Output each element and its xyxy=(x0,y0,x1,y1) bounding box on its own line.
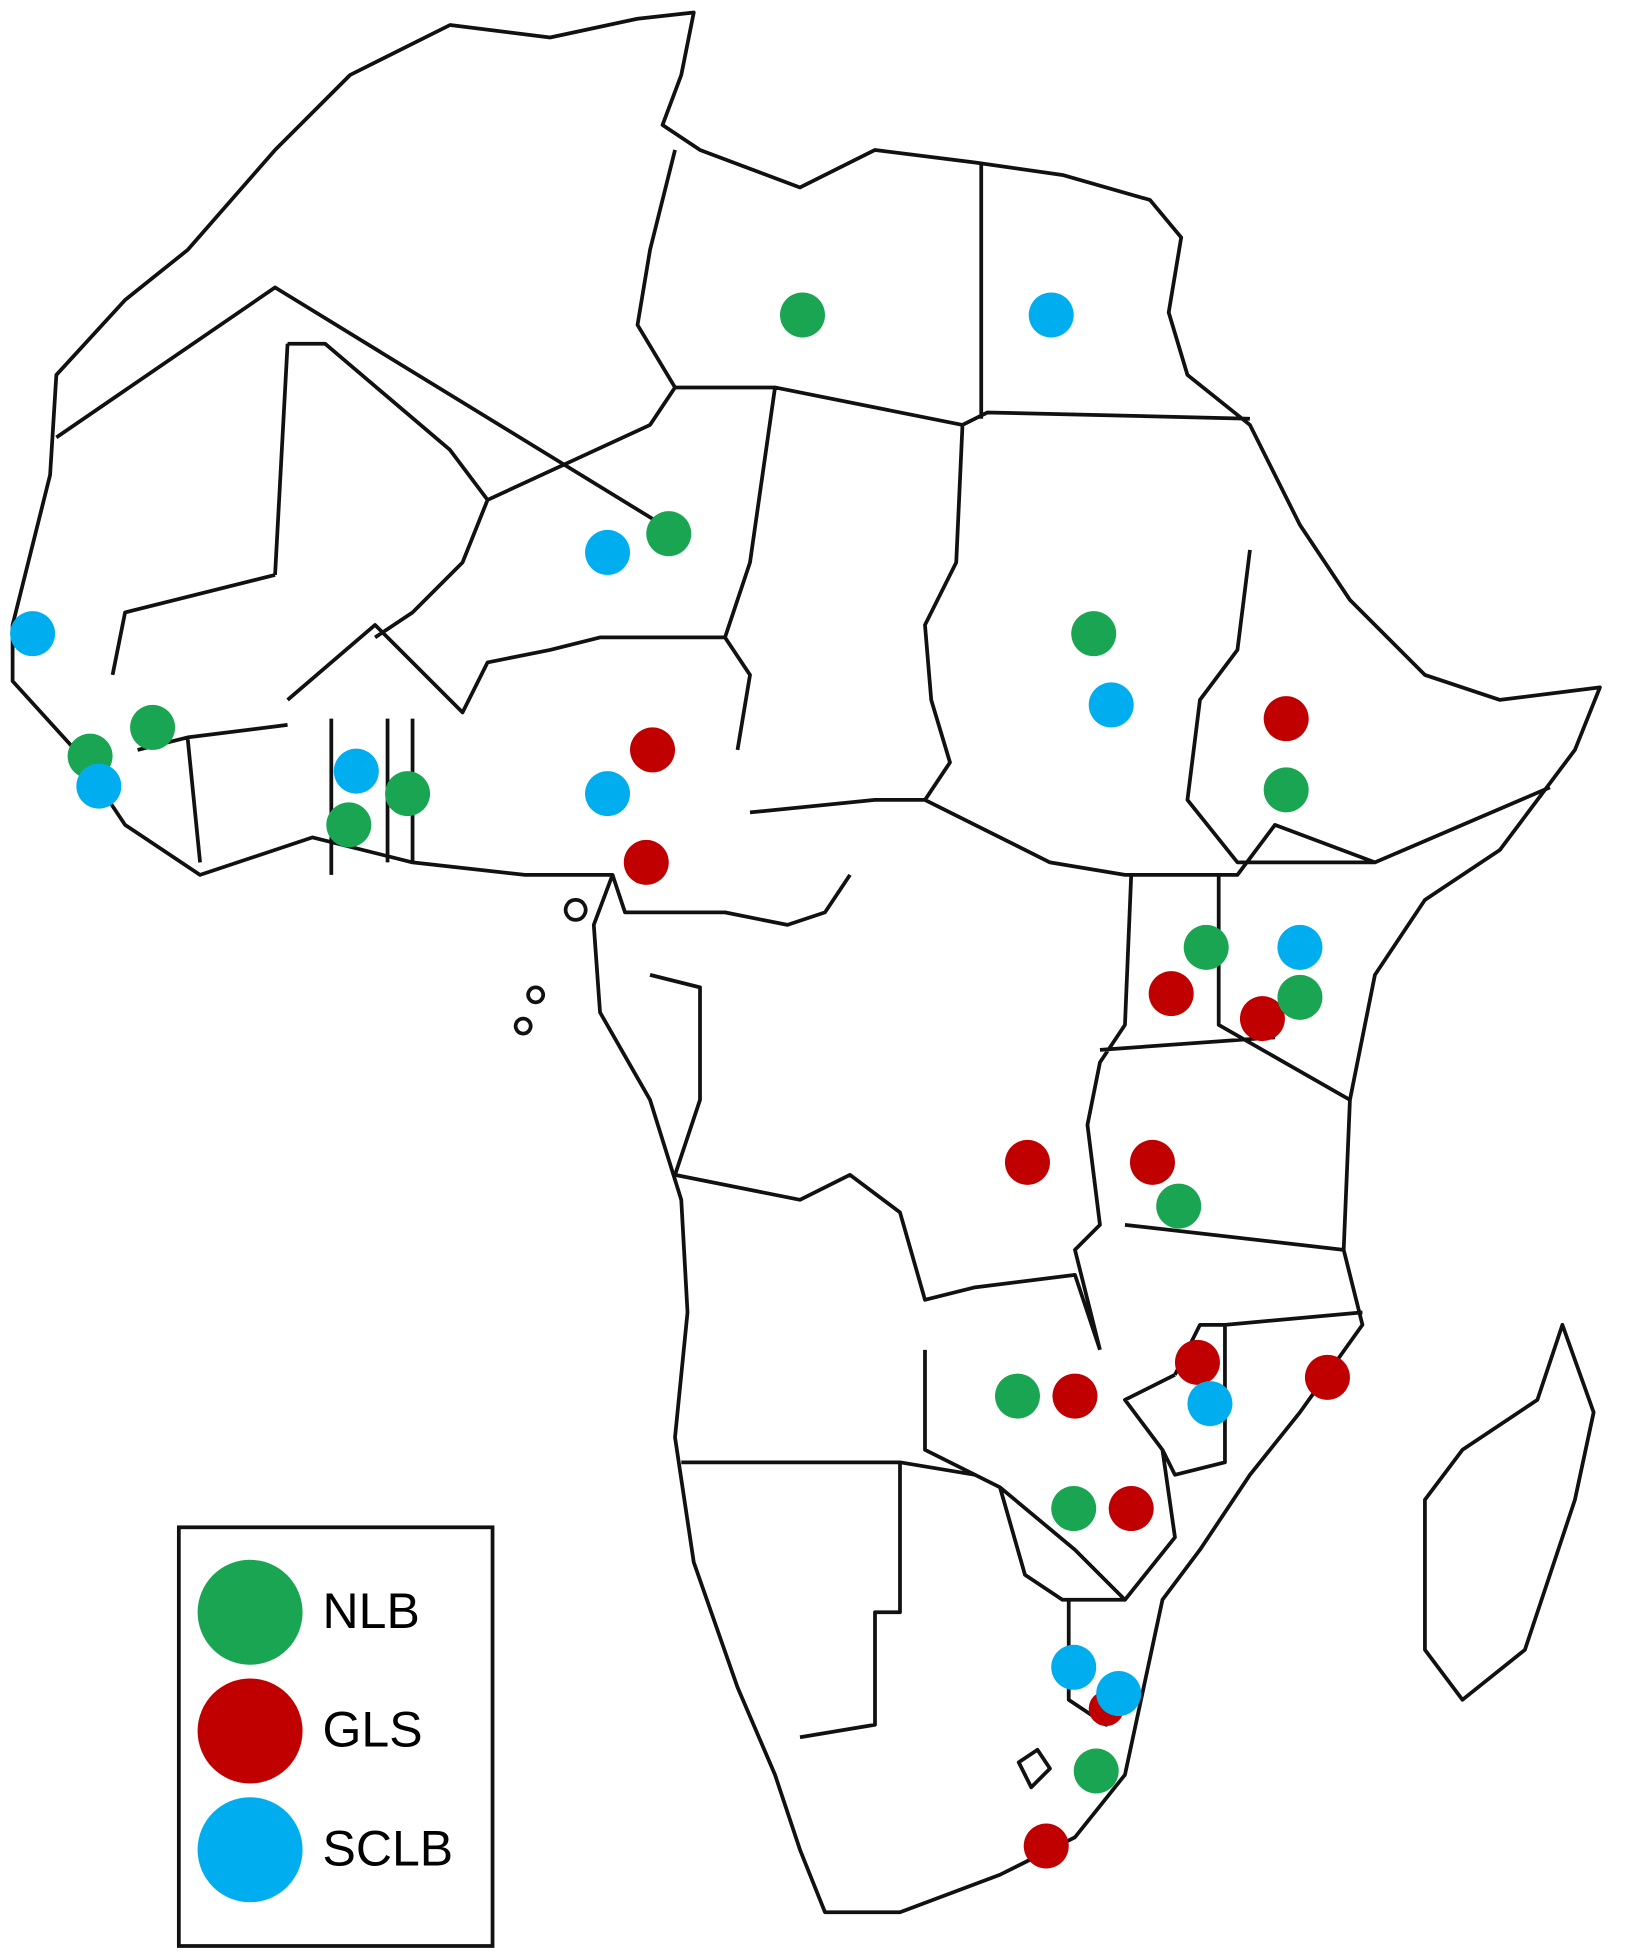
nlb-dot xyxy=(646,511,692,557)
nlb-dot xyxy=(994,1373,1040,1419)
gls-dot xyxy=(1174,1339,1220,1385)
nlb-dot xyxy=(780,292,825,338)
occurrence-dots xyxy=(10,292,1350,1869)
legend-label: SCLB xyxy=(323,1820,454,1876)
nlb-dot xyxy=(1277,974,1323,1020)
gls-dot xyxy=(1004,1139,1050,1185)
sclb-dot xyxy=(1051,1644,1097,1690)
sclb-dot xyxy=(1187,1381,1233,1427)
sclb-dot xyxy=(1088,682,1134,728)
sclb-dot xyxy=(76,763,122,809)
legend-label: GLS xyxy=(323,1702,423,1758)
legend-swatch xyxy=(197,1678,303,1784)
gls-dot xyxy=(630,727,676,773)
legend-swatch xyxy=(197,1559,303,1665)
continent xyxy=(10,10,1602,1915)
sclb-dot xyxy=(585,529,631,575)
gls-dot xyxy=(623,839,669,885)
sclb-dot xyxy=(333,748,379,794)
nlb-dot xyxy=(1263,767,1309,813)
gls-dot xyxy=(1239,996,1285,1042)
nlb-dot xyxy=(326,802,372,848)
sclb-dot xyxy=(10,611,56,657)
gls-dot xyxy=(1148,971,1194,1017)
lesotho xyxy=(1016,1747,1052,1790)
nlb-dot xyxy=(130,704,176,750)
sclb-dot xyxy=(1096,1671,1142,1717)
gls-dot xyxy=(1023,1823,1069,1869)
legend-label: NLB xyxy=(323,1583,420,1639)
legend: NLB GLS SCLB xyxy=(176,1525,495,1948)
sclb-dot xyxy=(1028,292,1074,338)
legend-swatch xyxy=(197,1797,303,1903)
nlb-dot xyxy=(1183,924,1229,970)
gls-dot xyxy=(1052,1373,1098,1419)
nlb-dot xyxy=(1071,611,1117,657)
nlb-dot xyxy=(1051,1486,1097,1532)
gls-dot xyxy=(1263,696,1309,742)
africa-outline xyxy=(10,10,1602,1915)
nlb-dot xyxy=(385,771,431,817)
gls-dot xyxy=(1129,1139,1175,1185)
sclb-dot xyxy=(585,771,631,817)
sclb-dot xyxy=(1277,924,1323,970)
nlb-dot xyxy=(1073,1748,1119,1794)
gls-dot xyxy=(1304,1354,1350,1400)
nlb-dot xyxy=(1156,1183,1202,1229)
madagascar xyxy=(1423,1322,1596,1702)
gls-dot xyxy=(1108,1486,1154,1532)
island xyxy=(513,898,588,1036)
